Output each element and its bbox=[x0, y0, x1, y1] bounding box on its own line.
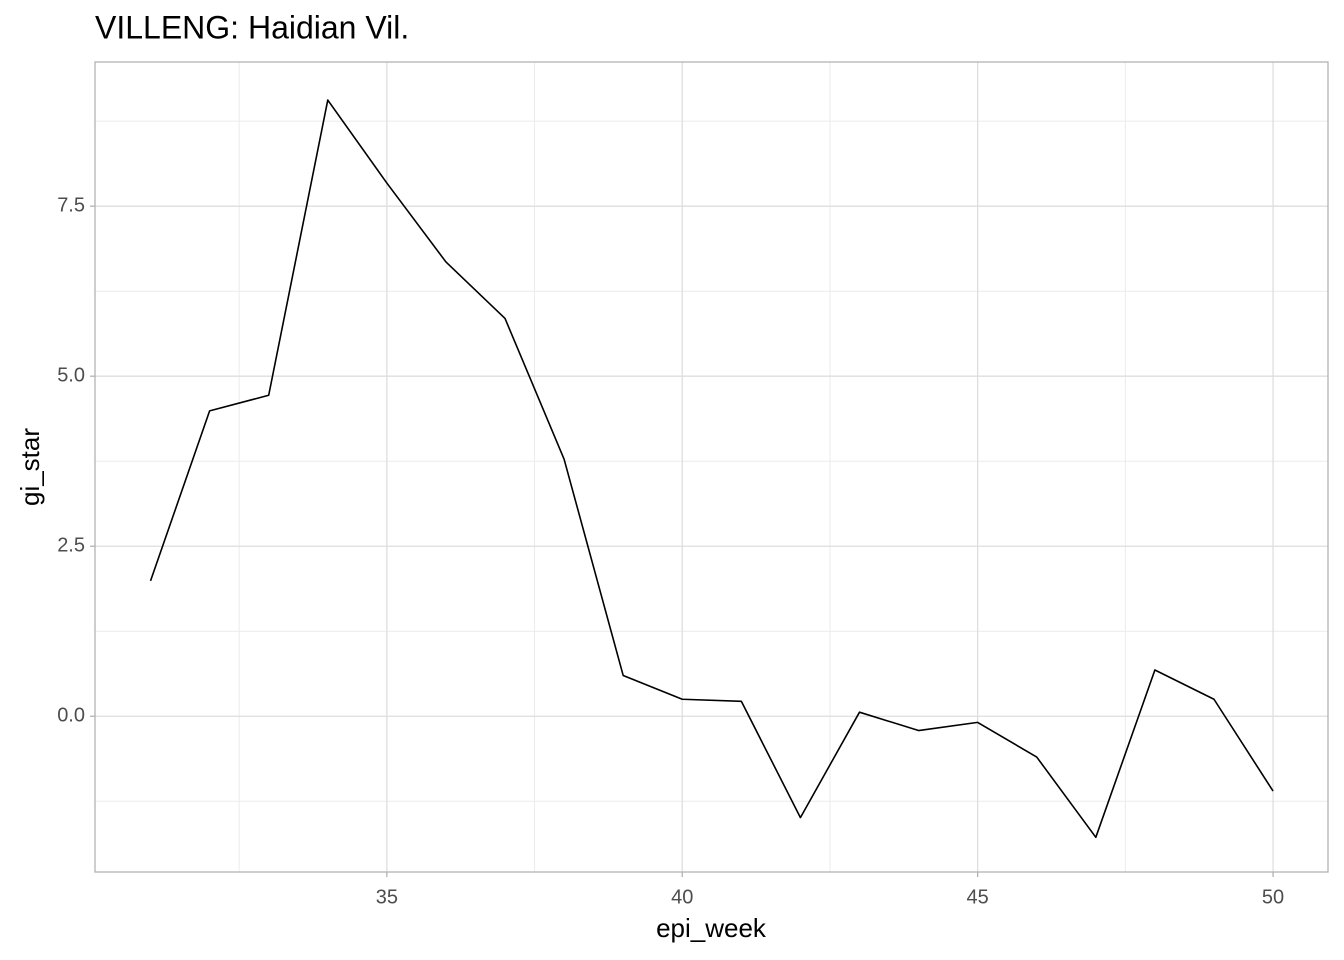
y-tick-label: 7.5 bbox=[57, 194, 85, 216]
y-tick-label: 0.0 bbox=[57, 705, 85, 727]
panel-border bbox=[94, 61, 1329, 873]
data-line bbox=[149, 99, 1274, 839]
y-tick-label: 2.5 bbox=[57, 535, 85, 557]
x-tick-label: 40 bbox=[671, 886, 693, 908]
y-axis-title: gi_star bbox=[15, 428, 45, 506]
x-tick-label: 50 bbox=[1262, 886, 1284, 908]
x-tick-label: 35 bbox=[376, 886, 398, 908]
x-axis-title: epi_week bbox=[656, 913, 767, 943]
chart-title: VILLENG: Haidian Vil. bbox=[95, 9, 409, 45]
y-tick-label: 5.0 bbox=[57, 364, 85, 386]
x-tick-label: 45 bbox=[967, 886, 989, 908]
